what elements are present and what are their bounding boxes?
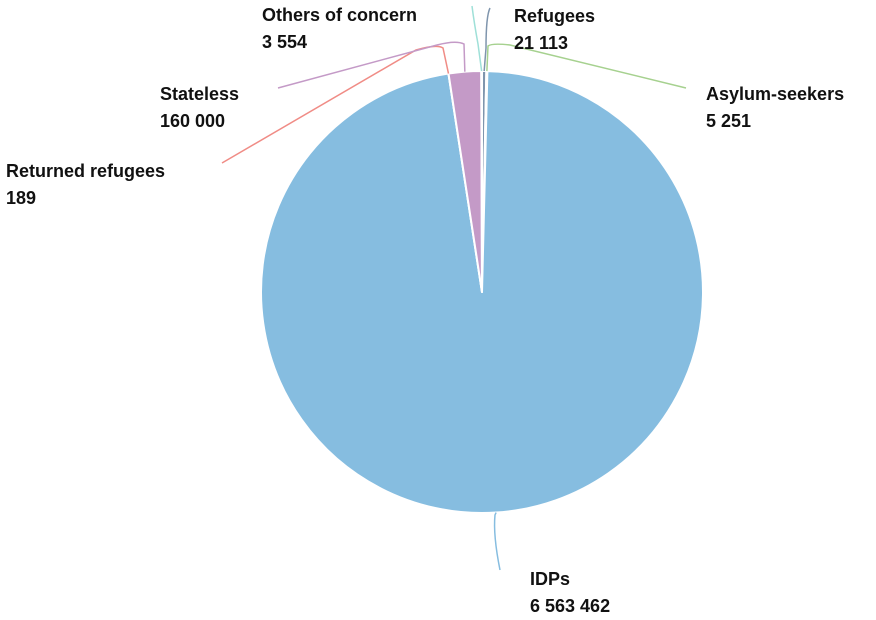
- slice-value-refugees: 21 113: [514, 33, 568, 53]
- leader-line-asylum-seekers: [486, 43, 687, 89]
- slice-label-others-of-concern: Others of concern: [262, 5, 417, 25]
- slice-value-others-of-concern: 3 554: [262, 32, 307, 52]
- leader-lines: [221, 5, 687, 571]
- slice-value-idps: 6 563 462: [530, 596, 610, 616]
- pie-slice-others-of-concern: [480, 69, 483, 293]
- slice-value-asylum-seekers: 5 251: [706, 111, 751, 131]
- leader-line-idps: [493, 512, 501, 571]
- slice-labels: Refugees 21 113 Asylum-seekers 5 251 IDPs 6 5…: [6, 5, 844, 616]
- slice-label-stateless: Stateless: [160, 84, 239, 104]
- slice-value-stateless: 160 000: [160, 111, 225, 131]
- slice-label-asylum-seekers: Asylum-seekers: [706, 84, 844, 104]
- leader-line-others-of-concern: [471, 5, 483, 72]
- slice-label-idps: IDPs: [530, 569, 570, 589]
- slice-label-refugees: Refugees: [514, 6, 595, 26]
- slice-label-returned-refugees: Returned refugees: [6, 161, 165, 181]
- pie-slices: [260, 69, 704, 514]
- slice-value-returned-refugees: 189: [6, 188, 36, 208]
- leader-line-stateless: [277, 41, 466, 89]
- leader-line-refugees: [483, 7, 491, 72]
